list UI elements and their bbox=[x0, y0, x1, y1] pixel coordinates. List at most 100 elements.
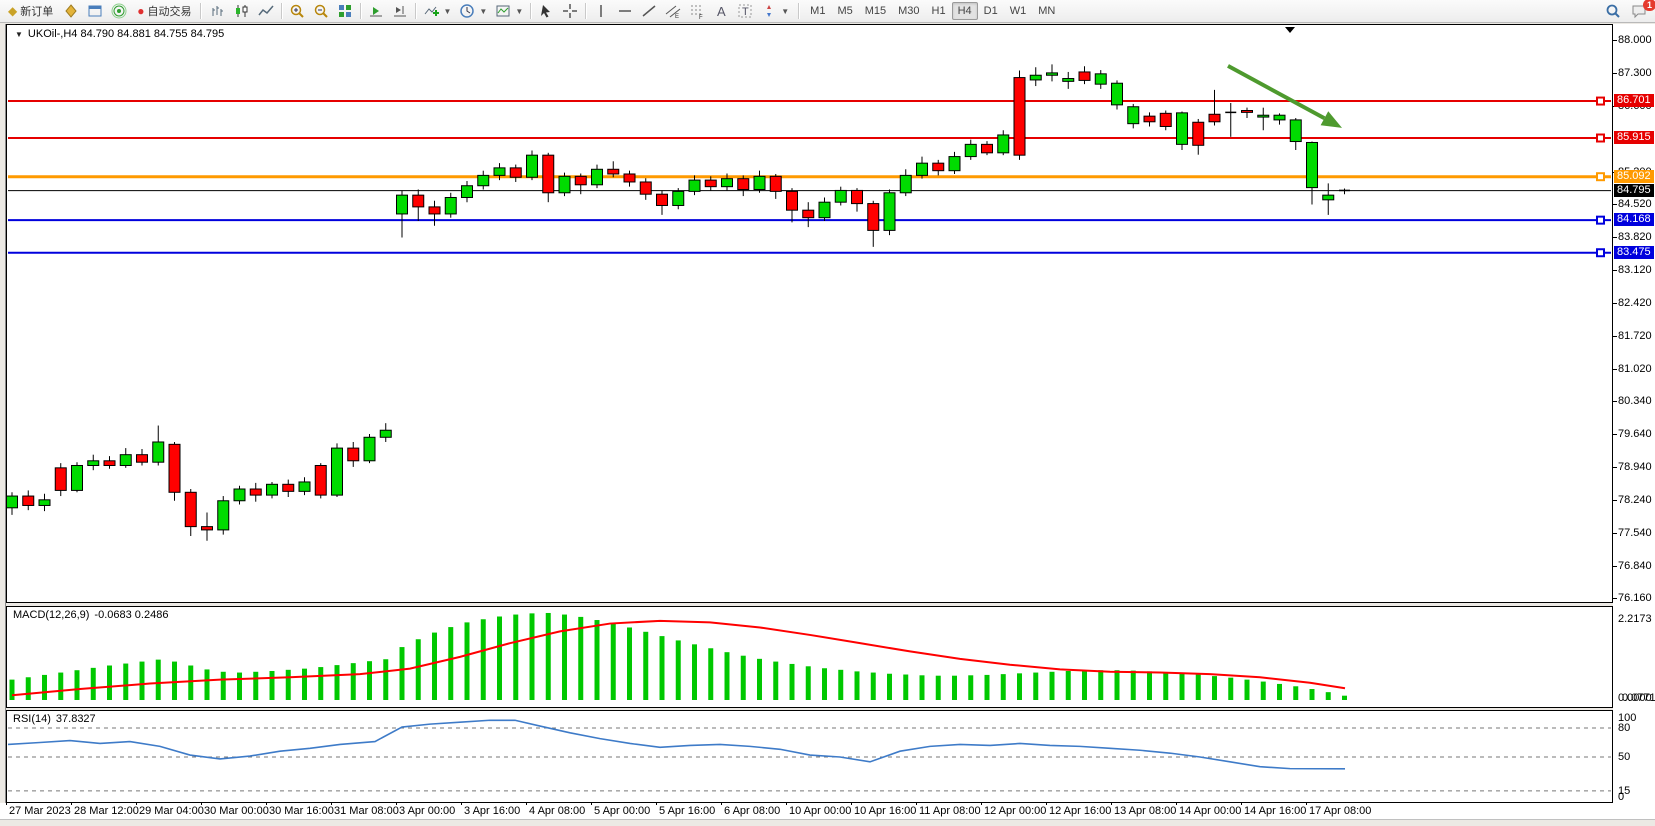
chart-shift-button[interactable] bbox=[388, 2, 412, 21]
horizontal-line-button[interactable] bbox=[613, 2, 637, 21]
price-axis[interactable]: 88.00087.30086.60085.20084.52083.82083.1… bbox=[1613, 24, 1655, 804]
candle-body bbox=[1127, 106, 1140, 125]
time-tick-label: 11 Apr 08:00 bbox=[919, 805, 981, 817]
macd-bar bbox=[627, 627, 632, 700]
macd-bar bbox=[123, 663, 129, 700]
periods-button[interactable]: ▼ bbox=[455, 2, 491, 21]
equidistant-channel-button[interactable]: E bbox=[661, 2, 685, 21]
new-order-button[interactable]: ◆ 新订单 bbox=[4, 2, 57, 21]
price-tick-label: 78.240 bbox=[1618, 493, 1652, 506]
zoom-out-button[interactable] bbox=[309, 2, 333, 21]
cursor-button[interactable] bbox=[534, 2, 558, 21]
hline-handle[interactable] bbox=[1596, 133, 1605, 143]
chart-window-button[interactable] bbox=[59, 2, 83, 21]
hline-handle[interactable] bbox=[1596, 172, 1605, 182]
rsi-chart[interactable] bbox=[7, 711, 1612, 802]
macd-bar bbox=[1130, 670, 1136, 700]
macd-bar bbox=[58, 672, 64, 700]
macd-bar bbox=[1293, 686, 1299, 700]
signal-button[interactable] bbox=[107, 2, 131, 21]
trendline-button[interactable] bbox=[637, 2, 661, 21]
svg-text:E: E bbox=[675, 14, 679, 19]
timeframe-m5[interactable]: M5 bbox=[837, 5, 853, 17]
candle-body bbox=[704, 179, 717, 188]
main-chart-panel[interactable]: ▼ UKOil-,H4 84.790 84.881 84.755 84.795 bbox=[6, 24, 1613, 603]
time-tick-label: 17 Apr 08:00 bbox=[1309, 805, 1372, 817]
candle-body bbox=[753, 175, 766, 190]
equidistant-channel-icon: E bbox=[665, 3, 681, 19]
collapse-icon[interactable]: ▼ bbox=[15, 29, 23, 39]
trend-arrow-head[interactable] bbox=[1320, 111, 1342, 128]
timeframe-m15[interactable]: M15 bbox=[864, 5, 887, 17]
candle-body bbox=[786, 190, 798, 211]
line-chart-button[interactable] bbox=[254, 2, 278, 21]
axis-tick-mark bbox=[1613, 466, 1617, 468]
time-tick-label: 3 Apr 00:00 bbox=[399, 805, 456, 817]
time-tick-label: 27 Mar 2023 bbox=[9, 805, 71, 817]
macd-bar bbox=[675, 640, 681, 700]
time-tick-mark bbox=[71, 802, 72, 805]
candle-body bbox=[1029, 74, 1042, 81]
timeframe-mn[interactable]: MN bbox=[1038, 5, 1056, 17]
chat-button[interactable]: 1 bbox=[1627, 0, 1655, 21]
timeframe-d1[interactable]: D1 bbox=[983, 5, 998, 17]
macd-bar bbox=[1325, 692, 1331, 700]
macd-bar bbox=[415, 639, 421, 700]
candle-body bbox=[103, 460, 116, 466]
candlestick-chart-button[interactable] bbox=[230, 2, 254, 21]
macd-bar bbox=[237, 672, 242, 700]
candle-body bbox=[428, 206, 441, 215]
candle-body bbox=[298, 481, 311, 492]
candle-body bbox=[1078, 71, 1091, 81]
search-button[interactable] bbox=[1601, 2, 1625, 21]
candle-body bbox=[1046, 72, 1058, 76]
time-axis[interactable]: 27 Mar 2023 28 Mar 12:00 29 Mar 04:00 30 Ma… bbox=[0, 802, 1655, 819]
macd-bar bbox=[952, 675, 957, 700]
auto-trading-button[interactable]: ● 自动交易 bbox=[133, 2, 195, 21]
time-tick-mark bbox=[331, 802, 332, 805]
candle-body bbox=[233, 488, 246, 502]
timeframe-m30[interactable]: M30 bbox=[898, 5, 920, 17]
rsi-panel[interactable]: RSI(14) 37.8327 bbox=[6, 710, 1613, 803]
candlestick-chart[interactable] bbox=[7, 25, 1612, 602]
zoom-in-button[interactable] bbox=[285, 2, 309, 21]
candle-body bbox=[737, 178, 750, 190]
price-tick-label: 81.720 bbox=[1618, 329, 1652, 342]
tile-windows-button[interactable] bbox=[333, 2, 357, 21]
templates-button[interactable]: ▼ bbox=[491, 2, 527, 21]
vertical-line-button[interactable] bbox=[589, 2, 613, 21]
price-tick-label: 81.020 bbox=[1618, 362, 1652, 375]
chevron-down-icon: ▼ bbox=[479, 6, 488, 16]
trendline-icon bbox=[641, 3, 657, 19]
hline-handle[interactable] bbox=[1596, 248, 1605, 258]
trend-arrow-line[interactable] bbox=[1227, 64, 1326, 121]
text-label-button[interactable]: T bbox=[733, 2, 757, 21]
macd-chart[interactable] bbox=[7, 607, 1612, 707]
bar-chart-button[interactable] bbox=[206, 2, 230, 21]
timeframe-h4[interactable]: H4 bbox=[951, 2, 978, 20]
market-watch-button[interactable] bbox=[83, 2, 107, 21]
chart-shift-icon bbox=[392, 3, 408, 19]
timeframe-group: M1 M5 M15 M30 H1 H4 D1 W1 MN bbox=[804, 2, 1061, 20]
crosshair-button[interactable] bbox=[558, 2, 582, 21]
fibonacci-button[interactable]: F bbox=[685, 2, 709, 21]
timeframe-m1[interactable]: M1 bbox=[810, 5, 826, 17]
indicators-button[interactable]: ▼ bbox=[419, 2, 455, 21]
macd-bar bbox=[464, 622, 470, 700]
candle-body bbox=[1208, 113, 1221, 123]
auto-scroll-button[interactable] bbox=[364, 2, 388, 21]
macd-bar bbox=[1277, 683, 1282, 700]
arrows-button[interactable]: ▼ bbox=[757, 2, 793, 21]
timeframe-h1[interactable]: H1 bbox=[931, 5, 946, 17]
macd-bar bbox=[708, 648, 714, 700]
time-tick-mark bbox=[656, 802, 657, 805]
price-tick-label: 76.840 bbox=[1618, 559, 1652, 572]
macd-panel[interactable]: MACD(12,26,9) -0.0683 0.2486 bbox=[6, 606, 1613, 708]
hline-handle[interactable] bbox=[1596, 215, 1605, 225]
auto-scroll-icon bbox=[368, 3, 384, 19]
text-button[interactable]: A bbox=[709, 2, 733, 21]
timeframe-w1[interactable]: W1 bbox=[1009, 5, 1027, 17]
hline-handle[interactable] bbox=[1596, 96, 1605, 106]
candle-body bbox=[119, 454, 132, 466]
